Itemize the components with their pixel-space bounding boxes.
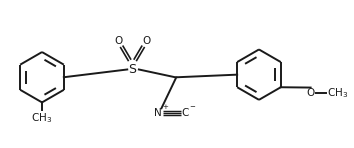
Text: CH$_3$: CH$_3$ <box>32 111 53 125</box>
Text: O: O <box>143 36 151 46</box>
Text: C: C <box>182 108 189 118</box>
Text: O: O <box>307 88 315 98</box>
Text: +: + <box>162 104 168 110</box>
Text: −: − <box>189 104 195 110</box>
Text: O: O <box>114 36 122 46</box>
Text: CH$_3$: CH$_3$ <box>327 86 349 100</box>
Text: S: S <box>129 63 136 76</box>
Text: N: N <box>154 108 162 118</box>
